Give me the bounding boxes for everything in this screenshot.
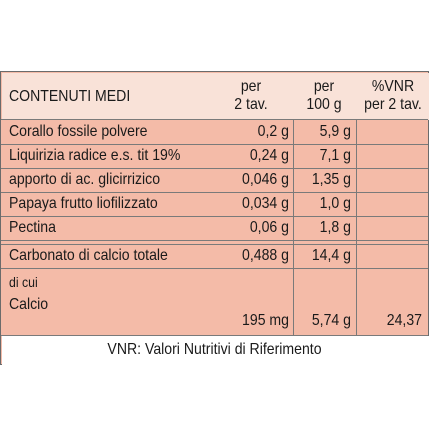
- table-header-background: [2, 73, 429, 120]
- row-per-2-tav: 0,488 g: [242, 247, 289, 264]
- header-per-100g-line2: 100 g: [306, 96, 342, 113]
- header-per-100g-line1: per: [313, 78, 335, 95]
- row-separator-double: [1, 244, 428, 245]
- row-per-100g: 7,1 g: [319, 147, 351, 164]
- row-per-100g: 1,0 g: [319, 195, 351, 212]
- row-name-carbonato: Carbonato di calcio totale: [9, 247, 168, 264]
- row-name: Corallo fossile polvere: [9, 123, 148, 140]
- row-per-2-tav: 0,2 g: [257, 123, 289, 140]
- row-per-2-tav: 0,24 g: [249, 147, 289, 164]
- footer-separator: [1, 335, 428, 336]
- header-vnr-line2: per 2 tav.: [364, 96, 422, 113]
- header-separator: [1, 119, 428, 120]
- row-per-2-tav: 195 mg: [242, 312, 289, 329]
- row-separator: [1, 216, 428, 217]
- row-per-100g: 14,4 g: [311, 247, 351, 264]
- row-name-calcio: Calcio: [9, 296, 49, 313]
- column-divider-1: [293, 120, 294, 336]
- nutrition-table: CONTENUTI MEDI per 2 tav. per 100 g %VNR…: [0, 71, 429, 365]
- row-per-100g: 5,9 g: [319, 123, 351, 140]
- header-vnr-line1: %VNR: [371, 78, 415, 95]
- row-per-100g: 1,8 g: [319, 219, 351, 236]
- row-per-100g: 5,74 g: [311, 312, 351, 329]
- header-per-2-tav-line2: 2 tav.: [234, 96, 268, 113]
- row-vnr: 24,37: [386, 312, 422, 329]
- row-separator: [1, 168, 428, 169]
- header-contenuti-medi: CONTENUTI MEDI: [9, 88, 131, 105]
- column-divider-2: [356, 120, 357, 336]
- header-per-2-tav-line1: per: [240, 78, 262, 95]
- row-per-2-tav: 0,034 g: [242, 195, 289, 212]
- row-name: apporto di ac. glicirrizico: [9, 171, 161, 188]
- row-per-2-tav: 0,06 g: [249, 219, 289, 236]
- row-per-2-tav: 0,046 g: [242, 171, 289, 188]
- table-footer-background: [2, 336, 429, 365]
- row-separator: [1, 192, 428, 193]
- row-separator: [1, 240, 428, 241]
- row-separator: [1, 144, 428, 145]
- row-prefix-di-cui: di cui: [9, 274, 38, 290]
- footer-note: VNR: Valori Nutritivi di Riferimento: [107, 341, 322, 358]
- row-name: Papaya frutto liofilizzato: [9, 195, 158, 212]
- row-name: Liquirizia radice e.s. tit 19%: [9, 147, 181, 164]
- row-separator: [1, 268, 428, 269]
- row-per-100g: 1,35 g: [311, 171, 351, 188]
- row-name: Pectina: [9, 219, 56, 236]
